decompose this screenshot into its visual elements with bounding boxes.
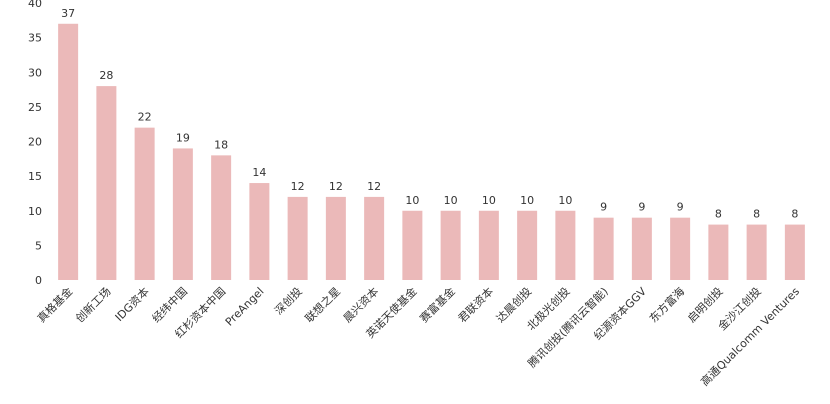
data-label: 8 [715, 208, 722, 221]
bar [96, 86, 117, 280]
x-tick-label: 东方富海 [646, 284, 687, 325]
bar [325, 196, 346, 280]
bar [58, 23, 79, 281]
x-tick-label: 真格基金 [34, 284, 75, 325]
data-label: 10 [520, 194, 534, 207]
y-tick-label: 0 [35, 274, 42, 287]
data-label: 9 [600, 201, 607, 214]
data-label: 18 [214, 138, 228, 151]
x-tick-label: 君联资本 [455, 284, 496, 325]
x-tick-label: PreAngel [223, 285, 267, 329]
bar [746, 224, 767, 280]
x-tick-label: 联想之星 [302, 284, 343, 325]
data-label: 10 [405, 194, 419, 207]
data-label: 10 [558, 194, 572, 207]
data-label: 22 [138, 111, 152, 124]
data-label: 12 [329, 180, 343, 193]
bar [784, 224, 805, 280]
x-tick-label: 赛富基金 [417, 284, 458, 325]
bar [211, 155, 232, 280]
data-label: 9 [677, 201, 684, 214]
data-label: 37 [61, 7, 75, 20]
bar [517, 210, 538, 280]
bar [478, 210, 499, 280]
data-label: 14 [252, 166, 266, 179]
data-label: 10 [482, 194, 496, 207]
y-tick-label: 30 [28, 66, 42, 79]
bar [172, 148, 193, 280]
x-tick-label: 深创投 [272, 284, 305, 317]
bar [631, 217, 652, 280]
data-label: 28 [99, 69, 113, 82]
bar [402, 210, 423, 280]
bar [440, 210, 461, 280]
bar [364, 196, 385, 280]
bar [593, 217, 614, 280]
bar [555, 210, 576, 280]
bar [670, 217, 691, 280]
y-tick-label: 15 [28, 170, 42, 183]
data-label: 9 [638, 201, 645, 214]
data-label: 12 [367, 180, 381, 193]
bar [134, 127, 155, 281]
y-tick-label: 25 [28, 101, 42, 114]
data-label: 12 [291, 180, 305, 193]
y-tick-label: 40 [28, 0, 42, 10]
data-label: 10 [444, 194, 458, 207]
bar [708, 224, 729, 280]
y-tick-label: 35 [28, 32, 42, 45]
x-tick-label: IDG资本 [112, 284, 152, 324]
y-tick-label: 20 [28, 136, 42, 149]
data-label: 19 [176, 131, 190, 144]
y-tick-label: 10 [28, 205, 42, 218]
x-tick-label: 创新工场 [72, 284, 113, 325]
bar [287, 196, 308, 280]
y-tick-label: 5 [35, 239, 42, 252]
data-label: 8 [791, 208, 798, 221]
bar [249, 183, 270, 280]
data-label: 8 [753, 208, 760, 221]
